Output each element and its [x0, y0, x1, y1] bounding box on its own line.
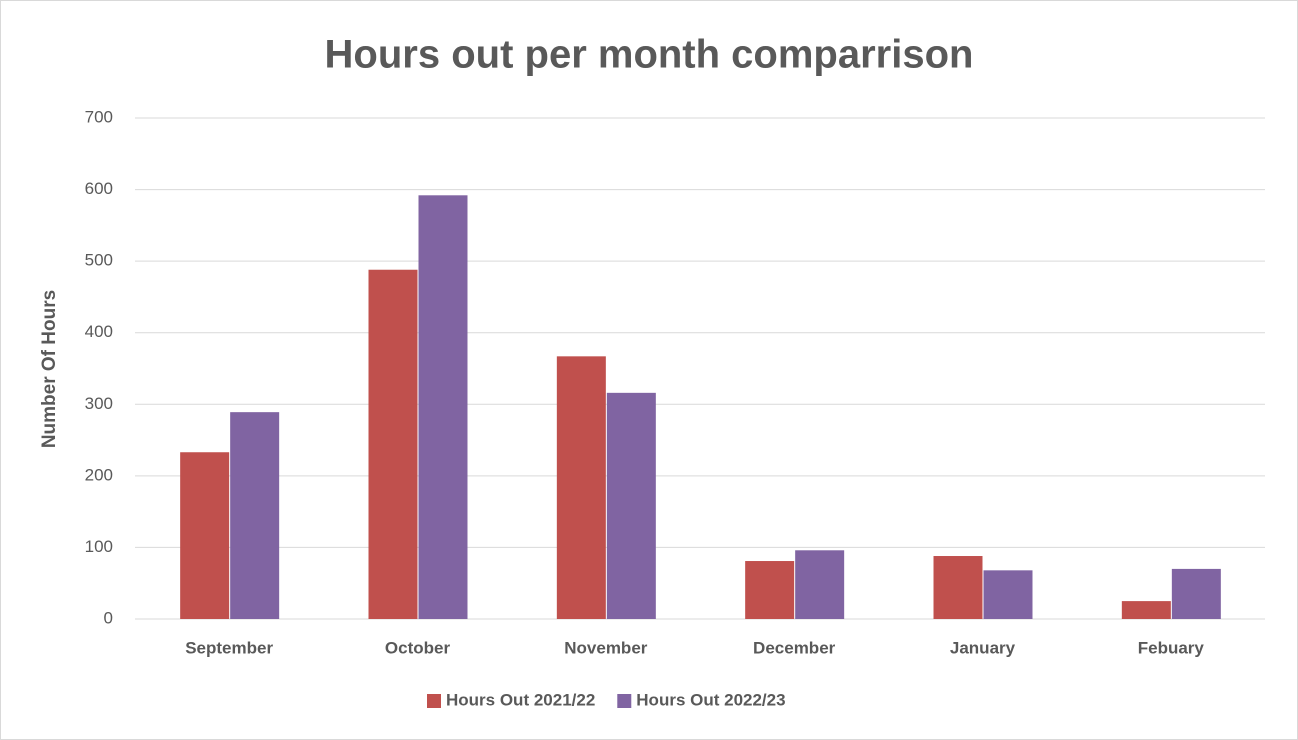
x-tick-label: Febuary — [1138, 638, 1205, 657]
bar — [368, 269, 418, 619]
bar — [1121, 601, 1171, 619]
x-tick-label: November — [564, 638, 648, 657]
x-tick-label: December — [753, 638, 836, 657]
bar — [180, 452, 230, 619]
bar — [418, 195, 468, 619]
y-tick-label: 0 — [104, 608, 113, 627]
legend-label: Hours Out 2022/23 — [636, 690, 785, 709]
y-tick-label: 500 — [85, 251, 113, 270]
bar — [795, 550, 845, 619]
bar — [606, 392, 656, 619]
bar — [556, 356, 606, 619]
bar — [983, 570, 1033, 619]
y-tick-label: 400 — [85, 322, 113, 341]
y-tick-label: 200 — [85, 465, 113, 484]
bar — [933, 556, 983, 619]
y-tick-label: 700 — [85, 107, 113, 126]
bar — [230, 412, 280, 619]
bar — [1171, 568, 1221, 619]
legend-swatch — [617, 694, 632, 708]
x-tick-label: October — [385, 638, 451, 657]
chart-title: Hours out per month comparrison — [325, 33, 974, 77]
x-tick-label: January — [950, 638, 1016, 657]
y-tick-label: 600 — [85, 179, 113, 198]
y-tick-label: 300 — [85, 394, 113, 413]
legend-swatch — [427, 694, 441, 708]
legend-label: Hours Out 2021/22 — [446, 690, 595, 709]
x-tick-label: September — [185, 638, 273, 657]
y-axis-label: Number Of Hours — [39, 290, 60, 448]
y-tick-label: 100 — [85, 537, 113, 556]
bar — [745, 561, 795, 619]
